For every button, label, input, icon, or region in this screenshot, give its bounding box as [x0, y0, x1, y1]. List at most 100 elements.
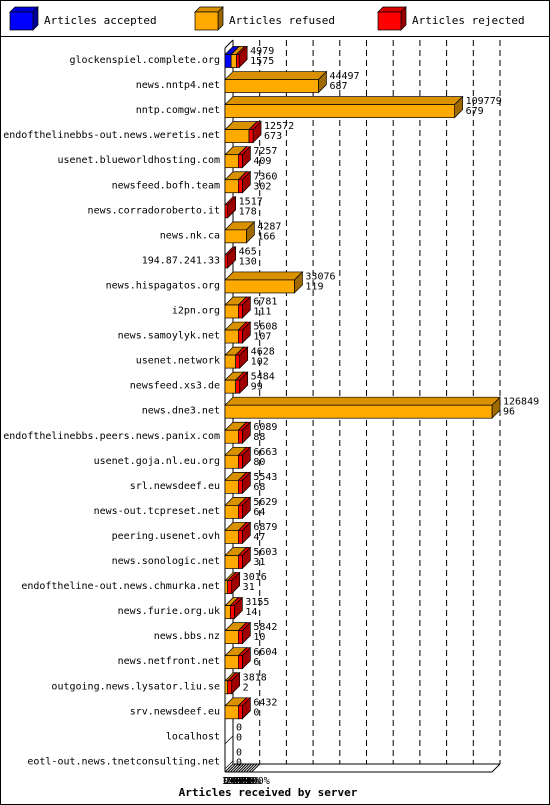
bar-articles-refused-front	[224, 129, 250, 143]
category-label: news.nk.ca	[160, 230, 220, 241]
bar-articles-rejected-front	[224, 204, 229, 219]
accepted-label: 102	[251, 357, 269, 368]
accepted-label: 80	[253, 457, 265, 468]
accepted-label: 0	[253, 707, 259, 718]
bar-articles-rejected	[237, 170, 252, 194]
offered-label: 5608	[253, 322, 277, 333]
bar-articles-refused-front	[224, 354, 237, 369]
bar-articles-rejected-front	[238, 454, 243, 469]
x-tick-label: 10%	[222, 776, 240, 787]
bar-articles-rejected-front	[238, 329, 243, 344]
x-tick	[248, 763, 258, 773]
bar-articles-rejected	[237, 546, 252, 570]
accepted-label: 130	[239, 256, 257, 267]
bar-articles-rejected	[248, 120, 262, 144]
legend-item: Articles rejected	[377, 6, 525, 31]
category-label: news.dne3.net	[142, 406, 220, 417]
bar-articles-rejected	[229, 596, 244, 620]
offered-label: 465	[239, 246, 257, 257]
accepted-label: 119	[305, 281, 323, 292]
legend-label: Articles accepted	[44, 14, 157, 27]
accepted-label: 88	[253, 432, 265, 443]
bar-articles-refused-front	[224, 480, 239, 494]
category-label: srl.newsdeef.eu	[130, 481, 220, 492]
bar-articles-rejected-front	[236, 54, 240, 68]
x-tick-label: 50%	[232, 776, 250, 787]
category-label: 194.87.241.33	[142, 255, 220, 266]
bar-articles-rejected	[234, 371, 249, 394]
accepted-label: 0	[236, 757, 242, 768]
bar-articles-rejected	[237, 646, 252, 670]
accepted-label: 64	[253, 507, 265, 518]
bar-articles-refused	[224, 396, 501, 420]
bar-articles-refused	[224, 70, 328, 94]
offered-label: 7257	[253, 146, 277, 157]
bar-articles-rejected-front	[238, 555, 243, 569]
wall-top-edge	[224, 39, 234, 49]
accepted-label: 679	[466, 106, 484, 117]
bar-articles-rejected	[237, 421, 252, 445]
x-axis-label: Articles received by server	[179, 786, 358, 799]
category-label: newsfeed.bofh.team	[112, 180, 220, 191]
offered-label: 6663	[253, 447, 277, 458]
bar-articles-refused-top	[224, 396, 501, 406]
legend-swatch	[9, 11, 34, 31]
bar-articles-refused-front	[224, 705, 239, 720]
bar-articles-refused-front	[224, 655, 239, 670]
bar-articles-refused-front	[230, 54, 237, 68]
x-tick	[240, 763, 250, 773]
floor-right-edge	[491, 763, 501, 773]
bar-articles-refused	[224, 271, 304, 294]
bar-articles-rejected-front	[238, 154, 243, 169]
category-label: newsfeed.xs3.de	[130, 381, 220, 392]
x-tick-label: 30%	[227, 776, 245, 787]
bar-articles-rejected	[224, 195, 237, 219]
bar-articles-rejected-front	[238, 655, 243, 670]
bar-articles-refused-front	[224, 404, 493, 419]
category-label: endofthelinebbs.peers.news.panix.com	[3, 431, 220, 442]
accepted-label: 111	[253, 307, 271, 318]
category-label: news.hispagatos.org	[106, 280, 220, 291]
accepted-label: 107	[253, 332, 271, 343]
bar-articles-refused-front	[224, 329, 239, 344]
accepted-label: 47	[253, 532, 265, 543]
bar-articles-refused-front	[224, 630, 239, 645]
offered-label: 4979	[250, 46, 274, 57]
bar-articles-refused-front	[224, 555, 239, 569]
bar-empty	[224, 760, 234, 770]
bar-articles-rejected-front	[238, 304, 243, 319]
bar-articles-rejected-front	[227, 580, 233, 594]
accepted-label: 6	[253, 657, 259, 668]
category-label: news.bbs.nz	[154, 631, 220, 642]
bar-articles-rejected	[234, 346, 249, 369]
accepted-label: 99	[251, 382, 263, 393]
offered-label: 4287	[257, 221, 281, 232]
bar-articles-rejected	[237, 621, 252, 645]
x-tick-label: 70%	[238, 776, 256, 787]
bar-articles-rejected-front	[238, 705, 243, 720]
category-label: news.samoylyk.net	[118, 331, 220, 342]
bar-articles-rejected	[224, 246, 237, 269]
category-label: news.corradoroberto.it	[88, 205, 220, 216]
offered-label: 5629	[253, 497, 277, 508]
bar-articles-accepted-front	[224, 54, 232, 68]
legend: Articles accepted Articles refused Article…	[9, 6, 525, 31]
bar-articles-refused-top	[224, 71, 328, 80]
offered-label: 44497	[329, 71, 359, 82]
accepted-label: 1575	[250, 56, 274, 67]
bar-articles-refused-front	[224, 530, 239, 544]
offered-label: 6879	[253, 522, 277, 533]
plot-area: 0%10%20%30%40%50%60%70%80%90%100% glocken…	[3, 39, 539, 787]
bar-articles-refused-front	[224, 229, 247, 244]
x-tick	[224, 763, 234, 773]
bar-articles-refused-front	[224, 580, 229, 594]
x-tick	[235, 763, 245, 773]
legend-item: Articles accepted	[9, 6, 157, 31]
bar-articles-rejected	[237, 471, 252, 495]
category-label: eotl-out.news.tnetconsulting.net	[27, 756, 220, 767]
legend-label: Articles refused	[229, 14, 335, 27]
bar-articles-refused-front	[224, 605, 231, 619]
offered-label: 3818	[243, 672, 267, 683]
x-tick-label: 80%	[240, 776, 258, 787]
